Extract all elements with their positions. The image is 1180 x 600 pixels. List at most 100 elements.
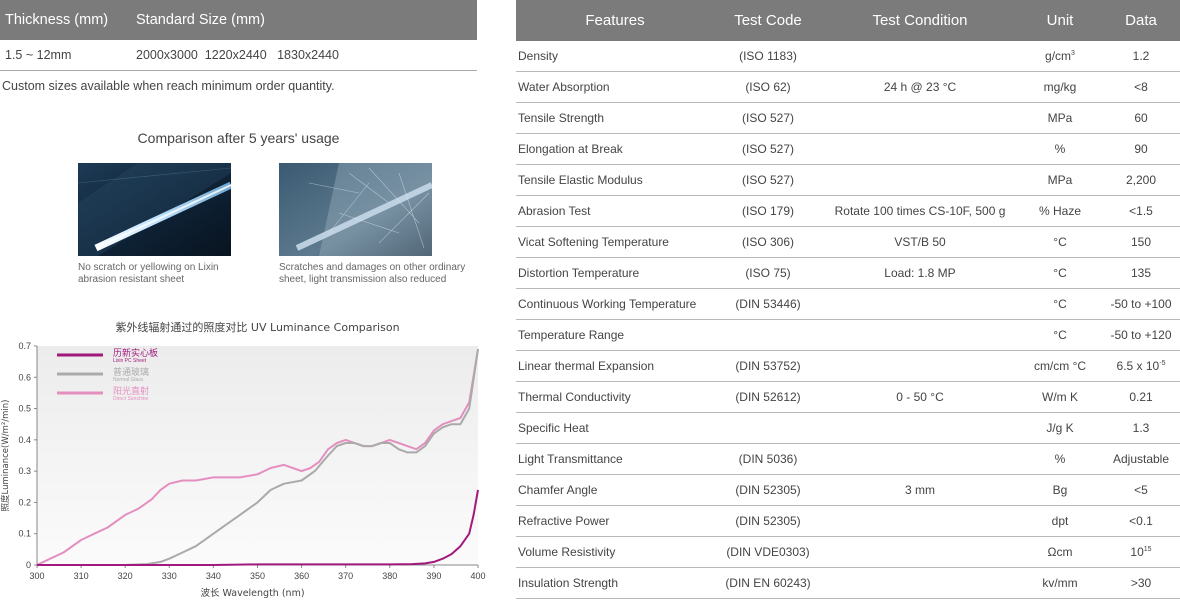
- x-axis-label: 波长 Wavelength (nm): [200, 587, 304, 599]
- unit-cell-text: °C: [1053, 266, 1067, 280]
- test-condition-cell: 24 h @ 23 °C: [822, 80, 1018, 94]
- test-code-cell: (ISO 306): [714, 235, 822, 249]
- test-code-cell-text: (DIN 5036): [738, 452, 798, 466]
- x-tick-label: 370: [338, 571, 353, 581]
- feature-cell: Thermal Conductivity: [516, 390, 714, 404]
- feature-cell-text: Temperature Range: [518, 328, 625, 342]
- data-cell: >30: [1102, 576, 1180, 590]
- data-cell-text: <5: [1134, 483, 1148, 497]
- data-cell: -50 to +100: [1102, 297, 1180, 311]
- unit-cell-text: W/m K: [1042, 390, 1078, 404]
- feature-cell: Abrasion Test: [516, 204, 714, 218]
- table-row: Refractive Power (DIN 52305) dpt <0.1: [516, 506, 1180, 537]
- unit-cell-text: Ωcm: [1047, 545, 1073, 559]
- data-cell-text: 60: [1134, 111, 1148, 125]
- y-tick-label: 0.6: [18, 372, 31, 382]
- test-condition-cell: Load: 1.8 MP: [822, 266, 1018, 280]
- unit-cell-text: %: [1054, 452, 1066, 466]
- unit-cell-text: cm/cm °C: [1033, 359, 1087, 373]
- comparison-title: Comparison after 5 years' usage: [137, 130, 340, 146]
- y-axis-label: 照度Luminance(W/m²/min): [0, 400, 11, 512]
- feature-cell: Volume Resistivity: [516, 545, 714, 559]
- data-cell: 150: [1102, 235, 1180, 249]
- unit-cell-text: g/cm: [1045, 49, 1072, 63]
- legend-label: 普通玻璃: [113, 366, 149, 378]
- feature-cell-text: Insulation Strength: [518, 576, 619, 590]
- test-code-cell: (DIN 52305): [714, 483, 822, 497]
- test-code-cell-text: (ISO 1183): [739, 49, 797, 63]
- table-row: Volume Resistivity (DIN VDE0303) Ωcm 1015: [516, 537, 1180, 568]
- y-tick-label: 0.4: [18, 435, 31, 445]
- unit-cell-text: J/g K: [1046, 421, 1074, 435]
- unit-cell: °C: [1018, 266, 1102, 280]
- data-cell: 60: [1102, 111, 1180, 125]
- data-cell-text: <1.5: [1129, 204, 1153, 218]
- feature-cell: Insulation Strength: [516, 576, 714, 590]
- series-line-0: [37, 489, 479, 566]
- feature-cell-text: Abrasion Test: [518, 204, 591, 218]
- test-code-cell-text: (ISO 75): [745, 266, 791, 280]
- unit-cell: Ωcm: [1018, 545, 1102, 559]
- table-row: Linear thermal Expansion (DIN 53752) cm/cm…: [516, 351, 1180, 382]
- unit-cell-text: MPa: [1047, 111, 1073, 125]
- feature-cell: Linear thermal Expansion: [516, 359, 714, 373]
- uv-luminance-chart: 紫外线辐射通过的照度对比 UV Luminance Comparison 300 3…: [0, 320, 486, 599]
- feature-cell-text: Density: [518, 49, 559, 63]
- unit-cell-text: kv/mm: [1042, 576, 1078, 590]
- x-tick-label: 300: [29, 571, 44, 581]
- feature-cell: Tensile Strength: [516, 111, 714, 125]
- feature-cell: Density: [516, 49, 714, 63]
- test-code-cell: (DIN 53446): [714, 297, 822, 311]
- x-tick-label: 400: [470, 571, 485, 581]
- feature-cell: Water Absorption: [516, 80, 714, 94]
- test-code-cell-text: (DIN EN 60243): [725, 576, 811, 590]
- unit-cell: J/g K: [1018, 421, 1102, 435]
- unit-cell-text: °C: [1053, 235, 1067, 249]
- unit-cell: %: [1018, 452, 1102, 466]
- data-cell-text: 90: [1134, 142, 1148, 156]
- data-cell: <5: [1102, 483, 1180, 497]
- x-tick-label: 310: [74, 571, 89, 581]
- test-condition-cell-text: VST/B 50: [894, 235, 946, 249]
- feature-cell: Light Transmittance: [516, 452, 714, 466]
- x-tick-label: 330: [162, 571, 177, 581]
- data-cell: 6.5 x 10-5: [1102, 359, 1180, 373]
- table-row: Continuous Working Temperature (DIN 53446…: [516, 289, 1180, 320]
- x-tick-label: 320: [118, 571, 133, 581]
- feature-cell-text: Tensile Elastic Modulus: [518, 173, 643, 187]
- test-code-cell-text: (DIN 52305): [735, 514, 801, 528]
- feature-cell-text: Elongation at Break: [518, 142, 623, 156]
- properties-header: Features Test Code Test Condition Unit D…: [516, 0, 1180, 41]
- legend-label: 阳光直射: [113, 385, 149, 397]
- table-row: Chamfer Angle (DIN 52305) 3 mm Bg <5: [516, 475, 1180, 506]
- feature-cell-text: Distortion Temperature: [518, 266, 640, 280]
- data-cell: 135: [1102, 266, 1180, 280]
- test-code-cell: (DIN EN 60243): [714, 576, 822, 590]
- data-cell-text: 1.2: [1132, 49, 1150, 63]
- test-code-header: Test Code: [734, 12, 802, 29]
- test-code-cell-text: (ISO 306): [741, 235, 795, 249]
- data-cell: 0.21: [1102, 390, 1180, 404]
- properties-body: Density (ISO 1183) g/cm3 1.2 Water Absorptio…: [516, 41, 1180, 599]
- unit-cell-text: MPa: [1047, 173, 1073, 187]
- chart-title: 紫外线辐射通过的照度对比 UV Luminance Comparison: [115, 320, 399, 334]
- unit-cell: Bg: [1018, 483, 1102, 497]
- data-cell-text: 135: [1130, 266, 1152, 280]
- legend-sublabel: Lixin PC Sheet: [113, 358, 147, 364]
- test-condition-cell: VST/B 50: [822, 235, 1018, 249]
- test-code-cell: (DIN 53752): [714, 359, 822, 373]
- unit-cell-text: °C: [1053, 328, 1067, 342]
- thickness-value: 1.5 ~ 12mm: [5, 48, 72, 62]
- table-row: Elongation at Break (ISO 527)% 90: [516, 134, 1180, 165]
- feature-cell-text: Refractive Power: [518, 514, 610, 528]
- table-row: Tensile Elastic Modulus (ISO 527) MPa 2,200: [516, 165, 1180, 196]
- unit-cell-text: Bg: [1052, 483, 1068, 497]
- test-condition-header: Test Condition: [872, 12, 968, 29]
- unit-cell: cm/cm °C: [1018, 359, 1102, 373]
- feature-cell-text: Volume Resistivity: [518, 545, 616, 559]
- feature-cell: Distortion Temperature: [516, 266, 714, 280]
- legend-label: 历新实心板: [113, 347, 158, 359]
- x-tick-label: 350: [250, 571, 265, 581]
- data-cell-text: 2,200: [1125, 173, 1157, 187]
- data-cell: 2,200: [1102, 173, 1180, 187]
